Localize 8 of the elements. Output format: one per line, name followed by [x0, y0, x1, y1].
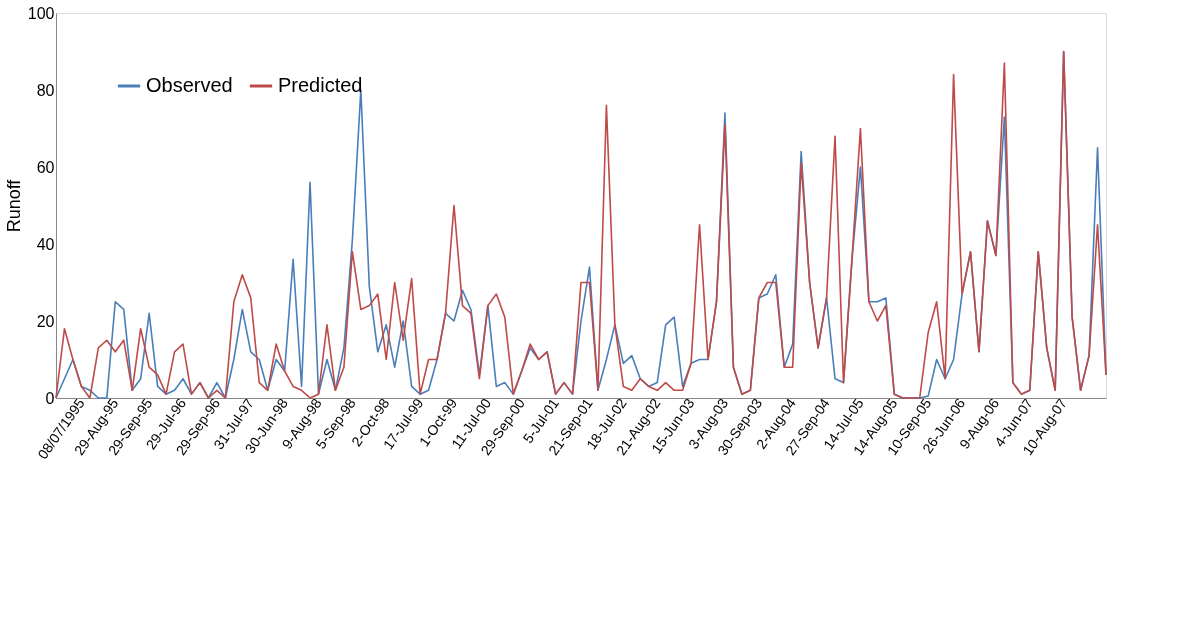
y-tick-label: 80 [36, 81, 55, 99]
legend-label: Predicted [278, 74, 363, 96]
y-axis-title: Runoff [3, 178, 24, 233]
y-tick-label: 100 [27, 4, 55, 22]
legend-label: Observed [146, 74, 233, 96]
y-tick-label: 60 [36, 158, 55, 176]
y-tick-label: 40 [36, 235, 55, 253]
y-tick-label: 20 [36, 312, 55, 330]
